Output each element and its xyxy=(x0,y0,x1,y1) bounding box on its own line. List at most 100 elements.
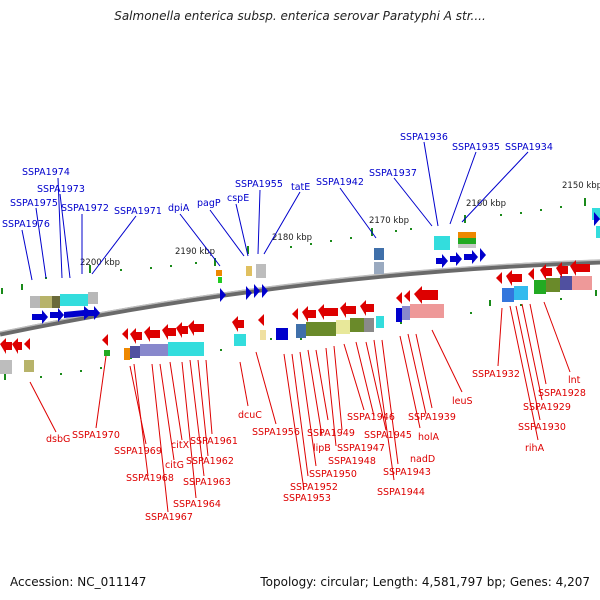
leader-line xyxy=(461,151,529,223)
gene-label-pagP: pagP xyxy=(197,198,221,209)
reverse-feature-boxes xyxy=(0,276,592,374)
leader-line xyxy=(159,363,175,461)
feature-box xyxy=(256,264,266,278)
leader-line xyxy=(209,209,245,257)
leader-line xyxy=(343,343,365,411)
reverse-gene-arrow xyxy=(318,304,338,320)
tick-dot xyxy=(40,376,42,378)
gene-label-SSPA1945: SSPA1945 xyxy=(364,430,412,441)
tick-dot xyxy=(60,373,62,375)
reverse-gene-arrow xyxy=(130,328,142,344)
reverse-gene-arrow xyxy=(414,286,438,304)
accession-label: Accession: NC_011147 xyxy=(10,575,147,589)
reverse-gene-arrow xyxy=(24,338,30,350)
gene-label-SSPA1972: SSPA1972 xyxy=(61,203,109,214)
feature-box xyxy=(402,306,410,320)
leader-line xyxy=(235,203,249,257)
tick-dot xyxy=(80,370,82,372)
leader-line xyxy=(299,351,317,467)
tick-dot xyxy=(195,262,197,264)
gene-label-SSPA1950: SSPA1950 xyxy=(309,469,357,480)
feature-box xyxy=(88,292,98,304)
reverse-gene-arrow xyxy=(144,326,160,342)
gene-label-SSPA1948: SSPA1948 xyxy=(328,456,376,467)
leader-line xyxy=(515,305,541,421)
forward-gene-arrow xyxy=(262,284,268,298)
gene-label-SSPA1939: SSPA1939 xyxy=(408,412,456,423)
leader-line xyxy=(399,335,421,429)
leader-line xyxy=(339,187,377,239)
gene-label-SSPA1956: SSPA1956 xyxy=(252,427,300,438)
forward-gene-arrow xyxy=(594,212,600,226)
gene-label-SSPA1971: SSPA1971 xyxy=(114,206,162,217)
tick-dot xyxy=(560,298,562,300)
leader-line xyxy=(255,351,277,425)
leader-line xyxy=(21,229,33,281)
feature-box xyxy=(560,276,572,290)
gene-label-cspE: cspE xyxy=(227,193,249,204)
leader-line xyxy=(189,359,205,477)
reverse-gene-arrow xyxy=(258,314,264,326)
gene-label-SSPA1968: SSPA1968 xyxy=(126,473,174,484)
gene-label-SSPA1946: SSPA1946 xyxy=(347,412,395,423)
forward-gene-arrow xyxy=(50,308,64,322)
leader-line xyxy=(257,189,261,255)
gene-label-SSPA1937: SSPA1937 xyxy=(369,168,417,179)
reverse-gene-arrow xyxy=(528,268,534,280)
leader-line xyxy=(197,359,209,457)
tick-dot xyxy=(520,304,522,306)
reverse-gene-arrow xyxy=(540,264,552,280)
leader-line xyxy=(373,339,395,481)
gene-label-rihA: rihA xyxy=(525,443,545,454)
feature-box xyxy=(374,248,384,260)
leader-line xyxy=(431,329,463,393)
gene-label-SSPA1935: SSPA1935 xyxy=(452,142,500,153)
reverse-gene-arrow xyxy=(122,328,128,340)
forward-gene-arrow xyxy=(254,284,260,298)
leader-line xyxy=(415,333,433,409)
tick-dot xyxy=(290,246,292,248)
gene-label-SSPA1973: SSPA1973 xyxy=(37,184,85,195)
tick-dots xyxy=(40,206,562,378)
feature-box xyxy=(216,270,222,276)
gene-label-SSPA1975: SSPA1975 xyxy=(10,198,58,209)
gene-label-dsbG: dsbG xyxy=(46,434,70,445)
leader-line xyxy=(133,363,149,477)
feature-box xyxy=(572,276,592,290)
tick-dot xyxy=(400,322,402,324)
leader-line xyxy=(355,341,375,417)
leader-line xyxy=(291,353,309,477)
leader-line xyxy=(509,305,539,441)
leader-line xyxy=(91,215,137,275)
feature-box xyxy=(350,318,364,332)
tick-dot xyxy=(540,209,542,211)
feature-box xyxy=(502,288,514,302)
feature-box xyxy=(276,328,288,340)
feature-box xyxy=(260,330,266,340)
gene-label-SSPA1930: SSPA1930 xyxy=(518,422,566,433)
leader-line xyxy=(59,193,71,279)
forward-gene-labels: SSPA1974 SSPA1973 SSPA1975 SSPA1972 SSPA… xyxy=(2,132,553,230)
reverse-gene-arrow xyxy=(0,338,12,354)
leader-line xyxy=(381,339,399,465)
tick-label: 2180 kbp xyxy=(272,233,312,243)
feature-box xyxy=(234,334,246,346)
reverse-gene-arrow xyxy=(360,300,374,316)
forward-gene-arrow xyxy=(64,306,92,320)
feature-box xyxy=(218,277,222,283)
feature-box xyxy=(52,296,60,308)
forward-gene-arrows xyxy=(32,212,600,324)
leader-line xyxy=(529,303,547,385)
feature-box xyxy=(130,346,140,358)
feature-box xyxy=(0,360,12,374)
leader-line xyxy=(57,177,63,279)
gene-label-SSPA1929: SSPA1929 xyxy=(523,402,571,413)
gene-label-SSPA1947: SSPA1947 xyxy=(337,443,385,454)
reverse-gene-arrow xyxy=(506,270,522,286)
tick-label: 2190 kbp xyxy=(175,247,215,257)
leader-line xyxy=(29,381,57,433)
tick-dot xyxy=(120,269,122,271)
genome-title: Salmonella enterica subsp. enterica sero… xyxy=(114,9,486,23)
feature-box xyxy=(534,280,546,294)
reverse-gene-arrow xyxy=(570,260,590,276)
